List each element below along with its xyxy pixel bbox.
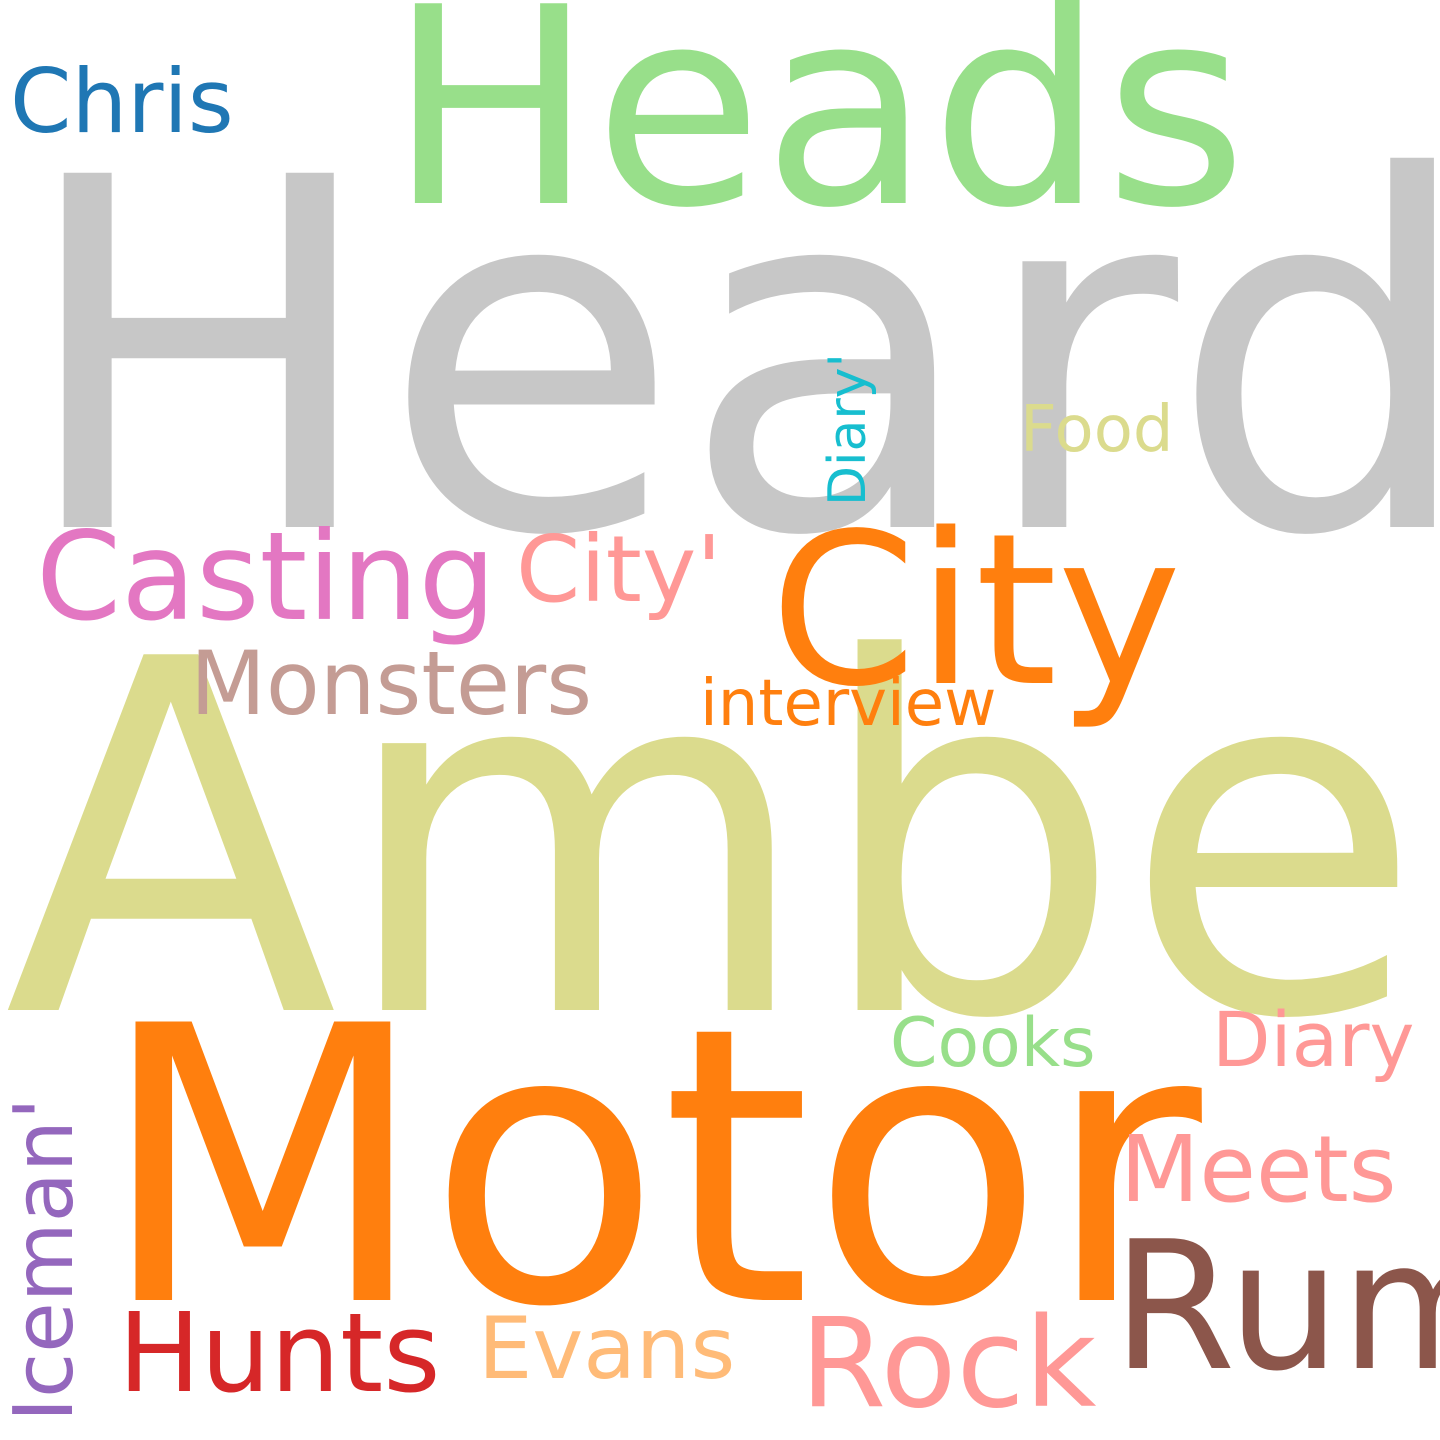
word-diary: Diary <box>1212 995 1415 1084</box>
word-heads: Heads <box>388 0 1248 268</box>
word-food: Food <box>1020 393 1174 467</box>
word-hunts: Hunts <box>118 1289 441 1417</box>
word-evans: Evans <box>478 1299 736 1399</box>
word-city-quote: City' <box>516 516 722 623</box>
word-rum: Rum <box>1112 1203 1440 1410</box>
word-monsters: Monsters <box>190 632 593 735</box>
word-city: City <box>770 488 1182 733</box>
word-meets: Meets <box>1120 1116 1397 1223</box>
word-diary-quote: Diary' <box>818 353 878 506</box>
word-rock: Rock <box>800 1292 1097 1436</box>
word-cooks: Cooks <box>890 1004 1096 1083</box>
word-heard: Heard <box>16 76 1440 642</box>
word-casting: Casting <box>36 506 497 648</box>
word-amber: Amber <box>4 558 1440 1126</box>
word-interview: interview <box>700 667 997 741</box>
word-motor: Motor <box>98 946 1202 1391</box>
word-chris: Chris <box>10 50 234 153</box>
word-iceman: Iceman' <box>0 1097 92 1422</box>
